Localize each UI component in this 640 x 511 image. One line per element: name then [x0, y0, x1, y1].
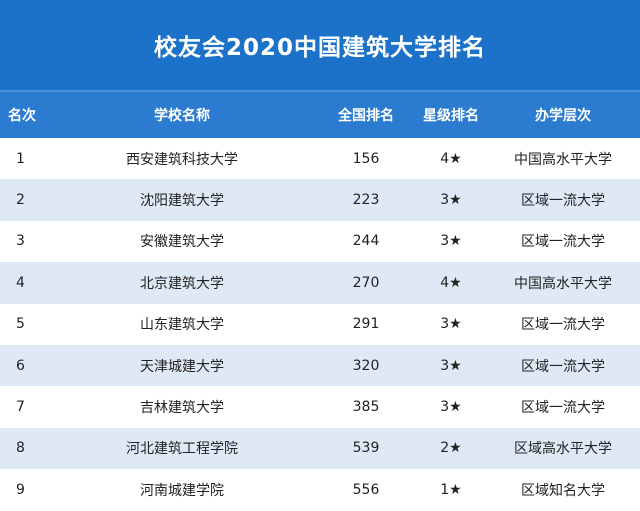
cell-level: 区域知名大学	[521, 482, 605, 499]
cell-level: 区域一流大学	[521, 234, 605, 251]
cell-star: 1★	[440, 481, 462, 498]
cell-star: 3★	[440, 192, 462, 209]
cell-star: 3★	[440, 357, 462, 374]
table-row: 5 山东建筑大学 291 3★ 区域一流大学	[0, 303, 640, 345]
cell-star: 2★	[440, 440, 462, 457]
cell-level: 区域一流大学	[521, 400, 605, 417]
table-row: 3 安徽建筑大学 244 3★ 区域一流大学	[0, 220, 640, 263]
cell-star: 3★	[440, 233, 462, 250]
cell-level: 中国高水平大学	[514, 275, 612, 292]
cell-level: 区域一流大学	[521, 317, 605, 334]
cell-school: 天津城建大学	[140, 358, 224, 375]
cell-national-rank: 556	[352, 481, 380, 498]
cell-national-rank: 385	[352, 399, 380, 416]
cell-school: 吉林建筑大学	[140, 400, 224, 417]
cell-national-rank: 291	[352, 316, 380, 333]
cell-rank: 7	[16, 399, 25, 416]
cell-school: 沈阳建筑大学	[140, 193, 224, 210]
table-row: 1 西安建筑科技大学 156 4★ 中国高水平大学	[0, 138, 640, 180]
table-title: 校友会2020中国建筑大学排名	[0, 0, 640, 90]
cell-school: 河北建筑工程学院	[126, 441, 238, 458]
cell-level: 区域一流大学	[521, 358, 605, 375]
header-level: 办学层次	[535, 108, 591, 124]
header-rank: 名次	[8, 108, 36, 124]
table-row: 2 沈阳建筑大学 223 3★ 区域一流大学	[0, 179, 640, 221]
cell-rank: 9	[16, 481, 25, 498]
cell-national-rank: 320	[352, 357, 380, 374]
table-row: 7 吉林建筑大学 385 3★ 区域一流大学	[0, 386, 640, 428]
cell-rank: 5	[16, 316, 25, 333]
header-school: 学校名称	[154, 108, 210, 124]
cell-rank: 4	[16, 274, 25, 291]
cell-level: 中国高水平大学	[514, 151, 612, 168]
cell-school: 西安建筑科技大学	[126, 151, 238, 168]
cell-level: 区域一流大学	[521, 193, 605, 210]
table-row: 4 北京建筑大学 270 4★ 中国高水平大学	[0, 262, 640, 304]
cell-national-rank: 156	[352, 150, 380, 167]
header-national-rank: 全国排名	[338, 108, 394, 124]
cell-rank: 1	[16, 150, 25, 167]
cell-national-rank: 270	[352, 274, 380, 291]
cell-star: 4★	[440, 150, 462, 167]
table-row: 8 河北建筑工程学院 539 2★ 区域高水平大学	[0, 427, 640, 470]
cell-school: 安徽建筑大学	[140, 234, 224, 251]
header-star-rank: 星级排名	[423, 108, 479, 124]
cell-star: 3★	[440, 399, 462, 416]
cell-national-rank: 539	[352, 440, 380, 457]
cell-national-rank: 244	[352, 233, 380, 250]
cell-star: 3★	[440, 316, 462, 333]
table-header: 名次 学校名称 全国排名 星级排名 办学层次	[0, 90, 640, 138]
cell-level: 区域高水平大学	[514, 441, 612, 458]
cell-school: 河南城建学院	[140, 482, 224, 499]
cell-school: 山东建筑大学	[140, 317, 224, 334]
cell-school: 北京建筑大学	[140, 275, 224, 292]
cell-rank: 8	[16, 440, 25, 457]
cell-national-rank: 223	[352, 192, 380, 209]
table-body: 1 西安建筑科技大学 156 4★ 中国高水平大学 2 沈阳建筑大学 223 3…	[0, 138, 640, 511]
cell-star: 4★	[440, 274, 462, 291]
table-row: 6 天津城建大学 320 3★ 区域一流大学	[0, 344, 640, 387]
cell-rank: 2	[16, 192, 25, 209]
table-row: 9 河南城建学院 556 1★ 区域知名大学	[0, 469, 640, 511]
cell-rank: 6	[16, 357, 25, 374]
cell-rank: 3	[16, 233, 25, 250]
